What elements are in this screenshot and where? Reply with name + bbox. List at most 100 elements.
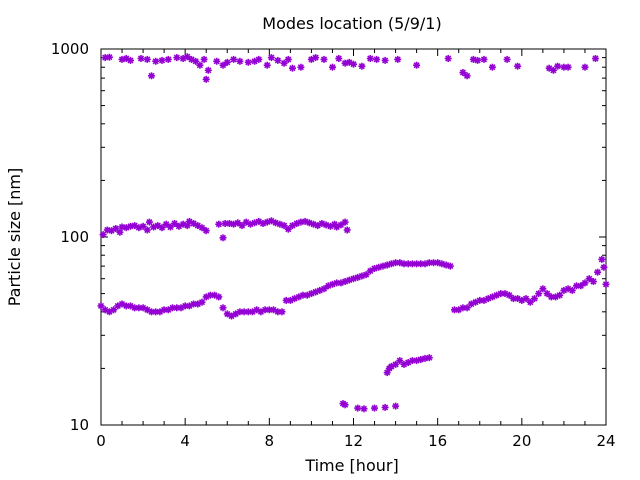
data-point xyxy=(158,56,166,64)
data-point xyxy=(474,56,482,64)
data-point xyxy=(263,61,271,69)
data-point xyxy=(255,55,263,63)
data-point xyxy=(215,220,223,228)
data-point xyxy=(589,278,597,285)
data-point xyxy=(112,225,120,232)
data-point xyxy=(343,226,351,234)
data-point xyxy=(341,401,349,409)
y-axis-label: Particle size [nm] xyxy=(5,168,24,307)
data-point xyxy=(335,55,343,62)
data-point xyxy=(320,55,328,63)
data-point xyxy=(413,61,421,69)
data-point xyxy=(284,55,292,63)
data-point xyxy=(480,55,488,63)
data-point xyxy=(358,62,366,70)
data-point xyxy=(350,60,357,68)
data-point xyxy=(581,279,589,287)
data-point xyxy=(230,55,238,63)
data-point xyxy=(139,304,147,312)
data-point xyxy=(564,63,572,71)
x-axis-label: Time [hour] xyxy=(304,456,398,475)
data-point xyxy=(594,268,602,276)
data-point xyxy=(150,223,158,231)
axis-ticks xyxy=(100,49,607,426)
data-point xyxy=(329,63,336,71)
data-point xyxy=(446,262,454,270)
data-point xyxy=(198,224,206,232)
data-point xyxy=(198,298,206,306)
data-point xyxy=(312,54,320,62)
data-point xyxy=(392,402,400,410)
data-point xyxy=(236,57,244,65)
data-point xyxy=(425,354,433,362)
data-point xyxy=(539,285,547,293)
data-point xyxy=(278,308,286,316)
data-point xyxy=(444,55,452,62)
data-point xyxy=(143,55,151,63)
data-point xyxy=(286,296,294,304)
x-tick-label: 8 xyxy=(265,432,275,450)
x-tick-label: 20 xyxy=(512,432,531,450)
data-point xyxy=(488,63,496,71)
data-point xyxy=(354,404,362,412)
data-point xyxy=(598,255,606,263)
data-point xyxy=(556,291,564,299)
data-point xyxy=(219,234,227,242)
data-point xyxy=(110,306,118,314)
data-point xyxy=(503,55,511,63)
data-point xyxy=(274,56,282,64)
y-tick-label: 10 xyxy=(70,416,89,434)
data-point xyxy=(234,219,242,227)
data-point xyxy=(219,61,227,69)
y-tick-label: 1000 xyxy=(51,40,89,58)
data-point xyxy=(568,286,576,294)
data-point xyxy=(381,56,389,64)
data-point xyxy=(164,55,172,63)
data-point xyxy=(219,304,227,312)
data-point xyxy=(371,404,378,412)
data-point xyxy=(581,63,589,71)
data-point xyxy=(202,227,210,235)
data-point xyxy=(137,55,145,62)
data-point xyxy=(535,290,543,298)
y-tick-labels: 10 100 1000 xyxy=(51,40,89,434)
x-tick-label: 4 xyxy=(180,432,190,450)
x-tick-label: 24 xyxy=(596,432,615,450)
y-tick-label: 100 xyxy=(60,228,89,246)
data-point xyxy=(592,55,599,62)
x-tick-label: 12 xyxy=(344,432,363,450)
x-tick-label: 0 xyxy=(96,432,106,450)
data-point xyxy=(143,226,151,234)
data-point xyxy=(526,298,534,306)
data-point xyxy=(366,55,374,62)
data-point xyxy=(152,57,160,65)
data-point xyxy=(289,64,296,72)
data-point xyxy=(341,218,349,226)
data-point xyxy=(204,66,212,74)
chart-title: Modes location (5/9/1) xyxy=(262,14,441,33)
data-point xyxy=(200,55,208,63)
data-point xyxy=(127,56,134,64)
data-point xyxy=(215,293,223,301)
plot-frame xyxy=(100,48,607,426)
data-points xyxy=(97,53,610,413)
data-point xyxy=(173,54,181,62)
data-point xyxy=(148,72,155,80)
data-point xyxy=(602,280,610,288)
data-point xyxy=(554,62,562,70)
data-point xyxy=(297,63,305,71)
data-point xyxy=(600,263,608,271)
data-point xyxy=(381,403,389,411)
data-point xyxy=(360,405,368,413)
data-point xyxy=(514,62,522,70)
data-point xyxy=(145,218,153,226)
data-point xyxy=(213,57,221,65)
data-point xyxy=(105,53,113,61)
data-point xyxy=(116,228,124,236)
data-point xyxy=(373,55,381,63)
data-point xyxy=(99,231,107,239)
x-tick-labels: 0 4 8 12 16 20 24 xyxy=(96,432,615,450)
data-point xyxy=(267,54,275,62)
data-point xyxy=(463,72,471,80)
